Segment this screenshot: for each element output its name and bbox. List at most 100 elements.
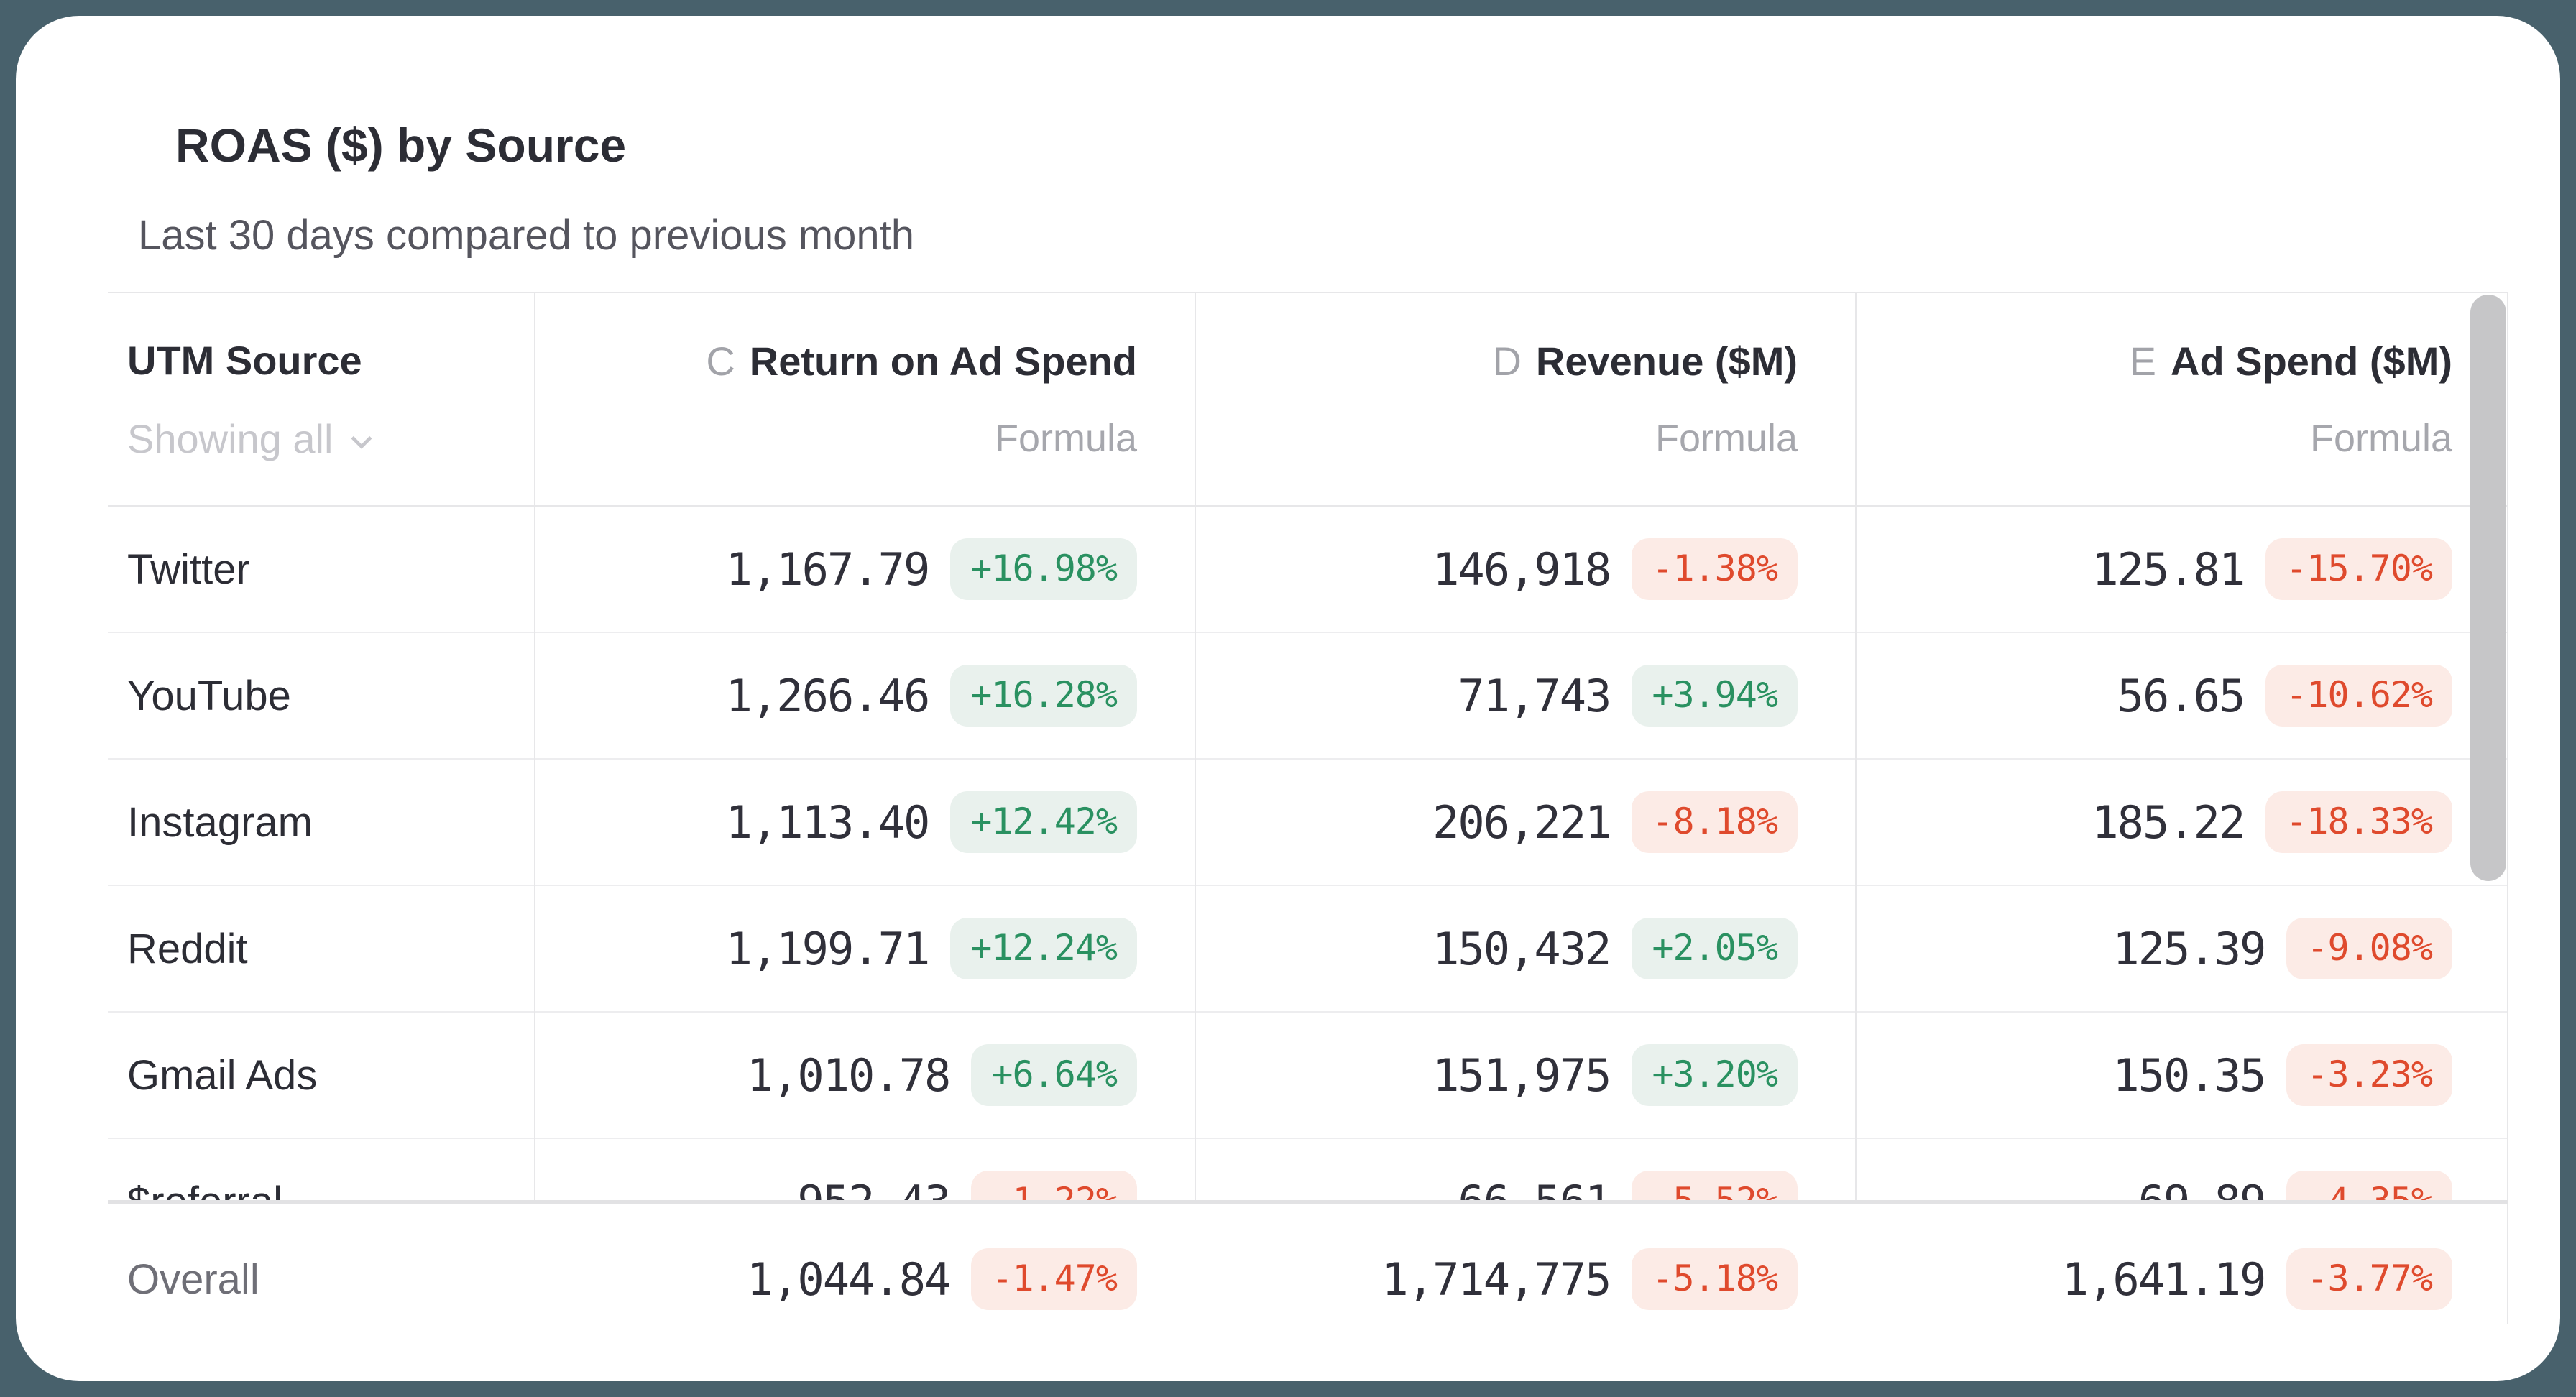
- metric-value: 69.89: [2138, 1176, 2267, 1201]
- metric-cell: 1,714,775 -5.18%: [1195, 1248, 1855, 1310]
- delta-badge: -5.18%: [1632, 1248, 1798, 1310]
- column-formula-label: Formula: [2309, 417, 2452, 460]
- metric-value: 1,714,775: [1381, 1253, 1611, 1306]
- table-row: YouTube 1,266.46 +16.28% 71,743 +3.94% 5…: [108, 633, 2508, 760]
- delta-badge: -10.62%: [2266, 665, 2452, 727]
- metric-cell: 1,641.19 -3.77%: [1855, 1248, 2508, 1310]
- metric-cell: 56.65 -10.62%: [1855, 665, 2508, 727]
- table-top-border: [108, 292, 2508, 293]
- metric-value: 56.65: [2117, 669, 2246, 722]
- metric-cell: 185.22 -18.33%: [1855, 791, 2508, 853]
- metric-cell: 66,561 -5.52%: [1195, 1171, 1855, 1200]
- table-row: Gmail Ads 1,010.78 +6.64% 151,975 +3.20%…: [108, 1013, 2508, 1139]
- roas-widget-card: ROAS ($) by Source Last 30 days compared…: [16, 16, 2560, 1381]
- source-cell: $referral: [108, 1178, 534, 1201]
- metric-value: 150,432: [1432, 922, 1611, 975]
- delta-badge: -3.23%: [2286, 1044, 2452, 1106]
- table-row: Instagram 1,113.40 +12.42% 206,221 -8.18…: [108, 760, 2508, 886]
- source-cell: Gmail Ads: [127, 1051, 318, 1099]
- delta-badge: +3.20%: [1632, 1044, 1798, 1106]
- table-row: $referral 952.43 -1.22% 66,561 -5.52% 69…: [108, 1139, 2508, 1200]
- delta-badge: -1.22%: [971, 1171, 1137, 1200]
- widget-title: ROAS ($) by Source: [175, 119, 627, 172]
- metric-cell: 1,266.46 +16.28%: [534, 665, 1195, 727]
- metric-cell: 69.89 -4.35%: [1855, 1171, 2508, 1200]
- delta-badge: +3.94%: [1632, 665, 1798, 727]
- source-cell: Reddit: [127, 925, 248, 972]
- utm-source-label: UTM Source: [127, 337, 362, 383]
- metric-cell: 1,167.79 +16.98%: [534, 538, 1195, 600]
- metric-cell: 1,113.40 +12.42%: [534, 791, 1195, 853]
- column-title: Return on Ad Spend: [749, 338, 1137, 384]
- metric-value: 1,010.78: [746, 1048, 952, 1102]
- source-cell: Twitter: [127, 545, 250, 593]
- chevron-down-icon: [351, 435, 372, 449]
- metric-cell: 150,432 +2.05%: [1195, 918, 1855, 979]
- metric-cell: 952.43 -1.22%: [534, 1171, 1195, 1200]
- vertical-scrollbar-thumb[interactable]: [2470, 295, 2506, 881]
- metric-cell: 206,221 -8.18%: [1195, 791, 1855, 853]
- table-header-row: UTM Source Showing all C Return on Ad Sp…: [108, 293, 2508, 507]
- metric-value: 1,266.46: [725, 669, 931, 722]
- metric-cell: 150.35 -3.23%: [1855, 1044, 2508, 1106]
- source-cell: YouTube: [127, 672, 291, 719]
- delta-badge: +12.24%: [950, 918, 1137, 979]
- metric-value: 185.22: [2092, 796, 2245, 849]
- delta-badge: -5.52%: [1632, 1171, 1798, 1200]
- delta-badge: -8.18%: [1632, 791, 1798, 853]
- summary-label: Overall: [127, 1255, 259, 1303]
- metric-value: 146,918: [1432, 543, 1611, 596]
- metric-cell: 1,044.84 -1.47%: [534, 1248, 1195, 1310]
- delta-badge: +2.05%: [1632, 918, 1798, 979]
- metric-cell: 1,010.78 +6.64%: [534, 1044, 1195, 1106]
- delta-badge: -1.38%: [1632, 538, 1798, 600]
- widget-subtitle: Last 30 days compared to previous month: [138, 212, 915, 259]
- column-header-ad-spend[interactable]: E Ad Spend ($M) Formula: [1855, 293, 2508, 505]
- column-title: Ad Spend ($M): [2171, 338, 2452, 384]
- metric-cell: 125.81 -15.70%: [1855, 538, 2508, 600]
- column-header-return-on-ad-spend[interactable]: C Return on Ad Spend Formula: [534, 293, 1195, 505]
- metric-value: 66,561: [1458, 1176, 1611, 1201]
- metric-value: 206,221: [1432, 796, 1611, 849]
- table-row: Reddit 1,199.71 +12.24% 150,432 +2.05% 1…: [108, 886, 2508, 1013]
- metric-value: 151,975: [1432, 1048, 1611, 1102]
- summary-row: Overall 1,044.84 -1.47% 1,714,775 -5.18%…: [108, 1204, 2508, 1355]
- delta-badge: -1.47%: [971, 1248, 1137, 1310]
- delta-badge: +16.98%: [950, 538, 1137, 600]
- column-letter: E: [2129, 338, 2157, 384]
- source-filter-dropdown[interactable]: Showing all: [127, 415, 377, 462]
- metric-value: 952.43: [797, 1176, 951, 1201]
- metric-value: 1,044.84: [746, 1253, 952, 1306]
- metric-value: 1,641.19: [2061, 1253, 2267, 1306]
- delta-badge: -9.08%: [2286, 918, 2452, 979]
- delta-badge: -18.33%: [2266, 791, 2452, 853]
- metric-cell: 71,743 +3.94%: [1195, 665, 1855, 727]
- table-right-border: [2507, 292, 2508, 1324]
- delta-badge: +16.28%: [950, 665, 1137, 727]
- summary-row-divider: [108, 1200, 2508, 1204]
- column-letter: C: [706, 338, 735, 384]
- column-separator: [1855, 292, 1857, 1200]
- metric-cell: 151,975 +3.20%: [1195, 1044, 1855, 1106]
- column-formula-label: Formula: [994, 417, 1137, 460]
- metric-cell: 1,199.71 +12.24%: [534, 918, 1195, 979]
- metric-value: 1,113.40: [725, 796, 931, 849]
- column-letter: D: [1492, 338, 1522, 384]
- delta-badge: -3.77%: [2286, 1248, 2452, 1310]
- metric-value: 125.81: [2092, 543, 2245, 596]
- column-header-utm-source: UTM Source Showing all: [108, 293, 534, 505]
- metric-cell: 125.39 -9.08%: [1855, 918, 2508, 979]
- delta-badge: +12.42%: [950, 791, 1137, 853]
- metric-value: 1,167.79: [725, 543, 931, 596]
- source-cell: Instagram: [127, 798, 313, 846]
- table-body-viewport: Twitter 1,167.79 +16.98% 146,918 -1.38% …: [108, 507, 2508, 1200]
- table-row: Twitter 1,167.79 +16.98% 146,918 -1.38% …: [108, 507, 2508, 633]
- metric-value: 1,199.71: [725, 922, 931, 975]
- delta-badge: -15.70%: [2266, 538, 2452, 600]
- column-separator: [1195, 292, 1196, 1200]
- delta-badge: -4.35%: [2286, 1171, 2452, 1200]
- column-separator: [534, 292, 535, 1200]
- column-header-revenue[interactable]: D Revenue ($M) Formula: [1195, 293, 1855, 505]
- delta-badge: +6.64%: [971, 1044, 1137, 1106]
